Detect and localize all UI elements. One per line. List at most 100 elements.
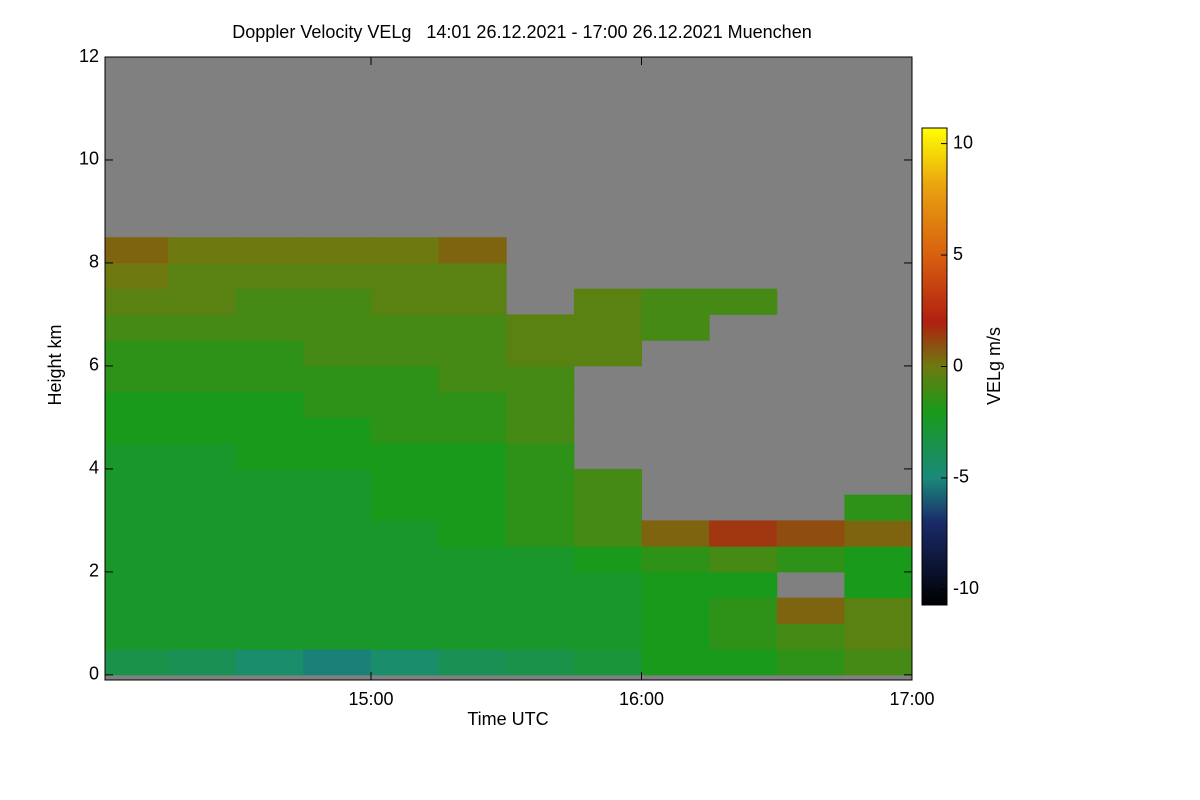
heatmap-cell — [168, 314, 237, 341]
heatmap-cell — [438, 365, 507, 393]
chart-title: Doppler Velocity VELg 14:01 26.12.2021 -… — [232, 22, 811, 42]
heatmap-cell — [303, 571, 372, 599]
heatmap-cell — [370, 468, 440, 496]
heatmap-cell — [235, 546, 304, 573]
y-axis-label: Height km — [45, 324, 65, 405]
heatmap-cell — [168, 443, 237, 470]
heatmap-cell — [776, 623, 845, 650]
heatmap-cell — [168, 391, 237, 418]
heatmap-cell — [573, 468, 642, 496]
heatmap-cell — [506, 494, 575, 521]
heatmap-cell — [370, 520, 440, 547]
heatmap-cell — [105, 365, 169, 393]
heatmap-cell — [303, 288, 372, 315]
heatmap-cell — [438, 314, 507, 341]
heatmap-cell — [573, 623, 642, 650]
heatmap-cell — [844, 494, 912, 521]
heatmap-cell — [168, 365, 237, 393]
heatmap-cell — [235, 649, 304, 676]
y-tick-label: 12 — [79, 46, 99, 66]
heatmap-cell — [303, 417, 372, 444]
heatmap-cells — [105, 237, 912, 676]
heatmap-cell — [573, 597, 642, 624]
heatmap-cell — [438, 623, 507, 650]
heatmap-cell — [168, 546, 237, 573]
heatmap-cell — [370, 417, 440, 444]
heatmap-cell — [235, 571, 304, 599]
heatmap-cell — [438, 391, 507, 418]
heatmap-cell — [506, 520, 575, 547]
heatmap-cell — [506, 314, 575, 341]
heatmap-cell — [776, 520, 845, 547]
heatmap-cell — [641, 571, 710, 599]
heatmap-cell — [105, 623, 169, 650]
heatmap-cell — [303, 649, 372, 676]
heatmap-cell — [370, 494, 440, 521]
heatmap-cell — [438, 262, 507, 290]
heatmap-cell — [641, 597, 710, 624]
heatmap-cell — [235, 288, 304, 315]
heatmap-cell — [573, 649, 642, 676]
heatmap-cell — [844, 520, 912, 547]
heatmap-cell — [303, 391, 372, 418]
heatmap-cell — [438, 237, 507, 264]
heatmap-cell — [506, 649, 575, 676]
heatmap-cell — [844, 546, 912, 573]
colorbar-tick-label: 10 — [953, 132, 973, 152]
heatmap-cell — [506, 468, 575, 496]
heatmap-cell — [573, 340, 642, 367]
heatmap-cell — [438, 571, 507, 599]
heatmap-cell — [168, 340, 237, 367]
x-tick-label: 15:00 — [348, 689, 393, 709]
heatmap-cell — [370, 288, 440, 315]
y-tick-label: 0 — [89, 664, 99, 684]
heatmap-cell — [105, 262, 169, 290]
heatmap-cell — [168, 494, 237, 521]
heatmap-cell — [573, 494, 642, 521]
heatmap-cell — [776, 546, 845, 573]
heatmap-cell — [168, 237, 237, 264]
x-tick-label: 16:00 — [619, 689, 664, 709]
heatmap-cell — [438, 649, 507, 676]
y-tick-label: 10 — [79, 149, 99, 169]
heatmap-cell — [105, 417, 169, 444]
heatmap-cell — [303, 597, 372, 624]
heatmap-cell — [438, 546, 507, 573]
colorbar-label: VELg m/s — [984, 327, 1004, 405]
heatmap-cell — [370, 314, 440, 341]
heatmap-cell — [303, 520, 372, 547]
heatmap-cell — [168, 417, 237, 444]
heatmap-cell — [776, 597, 845, 624]
heatmap-cell — [506, 623, 575, 650]
heatmap-cell — [235, 365, 304, 393]
heatmap-cell — [168, 288, 237, 315]
y-tick-label: 4 — [89, 458, 99, 478]
heatmap-cell — [303, 365, 372, 393]
heatmap-cell — [370, 365, 440, 393]
heatmap-cell — [168, 520, 237, 547]
heatmap-cell — [105, 340, 169, 367]
heatmap-cell — [303, 237, 372, 264]
heatmap-cell — [641, 649, 710, 676]
heatmap-cell — [709, 571, 778, 599]
heatmap-cell — [844, 649, 912, 676]
heatmap-cell — [709, 288, 778, 315]
x-axis-label: Time UTC — [467, 709, 548, 729]
heatmap-cell — [776, 649, 845, 676]
heatmap-cell — [641, 288, 710, 315]
heatmap-cell — [105, 314, 169, 341]
heatmap-cell — [105, 520, 169, 547]
heatmap-cell — [641, 623, 710, 650]
heatmap-cell — [438, 417, 507, 444]
colorbar-tick-label: 0 — [953, 355, 963, 375]
heatmap-cell — [370, 237, 440, 264]
heatmap-cell — [573, 314, 642, 341]
heatmap-cell — [303, 443, 372, 470]
heatmap-cell — [370, 623, 440, 650]
heatmap-cell — [506, 391, 575, 418]
heatmap-cell — [105, 571, 169, 599]
heatmap-cell — [168, 623, 237, 650]
heatmap-cell — [438, 520, 507, 547]
heatmap-cell — [438, 288, 507, 315]
